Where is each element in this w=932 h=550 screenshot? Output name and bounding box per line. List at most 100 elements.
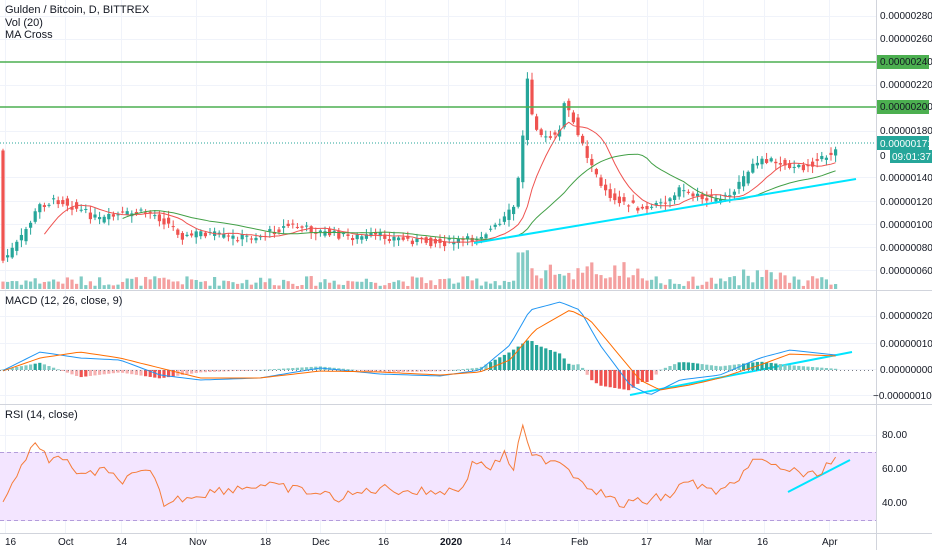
candle [1,150,5,261]
candle [424,237,428,243]
macd-hist-bar [654,370,658,375]
candle [111,214,115,217]
countdown-text: 09:01:37 [892,152,931,163]
candle [815,159,819,161]
candle [732,191,736,195]
macd-hist-bar [493,359,497,370]
volume-bar [364,278,368,289]
candle [696,193,700,197]
symbol-title[interactable]: Gulden / Bitcoin, D, BITTREX [5,4,150,16]
time-tick: Mar [695,537,713,548]
candle [88,212,92,220]
volume-legend[interactable]: Vol (20) [5,17,43,29]
candle [231,235,235,239]
price-tick: 0.00000260 [880,34,932,45]
candle [190,233,194,236]
plot-area[interactable] [0,0,876,533]
candle [774,161,778,164]
candle [456,238,460,244]
macd-hist-bar [19,366,23,370]
candle [157,214,161,222]
candle [645,206,649,210]
macd-hist-bar [397,370,401,373]
volume-bar [254,282,258,289]
candle [360,236,364,240]
candle [627,205,631,207]
candle [604,184,608,191]
macd-trendline[interactable] [629,351,853,396]
macd-hist-bar [79,370,83,378]
volume-bar [245,279,249,289]
macd-axis[interactable]: 0.00000020 0.00000010 0.00000000 −0.0000… [873,311,932,402]
candle [723,194,727,196]
candle [622,197,626,202]
macd-hist-bar [544,348,548,370]
candle [84,208,88,210]
price-trendline[interactable] [473,178,857,244]
volume-bar [604,278,608,289]
volume-bar [410,276,414,289]
macd-hist-bar [360,370,364,371]
macd-hist-bar [760,361,764,370]
rsi-axis[interactable]: 80.00 60.00 40.00 [882,430,907,509]
slow-ma-line [122,153,836,240]
volume-bar [102,285,106,289]
candle [144,212,148,214]
macd-hist-bar [268,369,272,371]
volume-bar [599,275,603,289]
candle [332,230,336,232]
fast-ma-line [44,121,836,243]
macd-hist-bar [102,370,106,375]
macd-hist-bar [383,370,387,373]
volume-bar [98,277,102,289]
macd-hist-bar [581,367,585,370]
macd-hist-bar [240,370,244,371]
volume-bar [797,279,801,289]
volume-bar [792,276,796,289]
macd-line [2,301,836,395]
volume-bar [585,266,589,289]
ma-cross-legend[interactable]: MA Cross [5,29,53,41]
macd-hist-bar [792,365,796,370]
rsi-trendline[interactable] [787,459,851,493]
volume-bar [305,276,309,289]
candle [42,205,46,207]
candle [38,204,42,213]
time-axis[interactable]: 16 Oct 14 Nov 18 Dec 16 2020 14 Feb 17 M… [5,537,838,548]
candle [33,211,37,222]
volume-bar [636,268,640,289]
volume-bar [374,282,378,289]
volume-bar [438,279,442,289]
volume-bar [834,284,838,289]
candle [56,200,60,205]
volume-bar [535,275,539,289]
volume-bar [617,275,621,289]
candle [236,240,240,242]
candle [102,216,106,223]
volume-bar [723,281,727,289]
rsi-legend[interactable]: RSI (14, close) [5,409,78,421]
candle [392,236,396,241]
candle [139,209,143,211]
macd-hist-bar [788,365,792,370]
macd-hist-bar [783,364,787,370]
volume-bar [571,279,575,289]
volume-bar [236,283,240,289]
volume-bar [567,272,571,289]
volume-bar [594,274,598,289]
macd-legend[interactable]: MACD (12, 26, close, 9) [5,295,122,307]
price-axis[interactable]: 0.00000280 0.00000260 0.00000220 0.00000… [877,11,932,277]
volume-bar [29,281,33,289]
volume-bar [10,281,14,289]
candle [410,240,414,245]
macd-hist-bar [732,364,736,370]
macd-hist-bar [539,346,543,370]
macd-hist-bar [594,370,598,384]
volume-bar [19,284,23,289]
candle [415,238,419,243]
candle [383,235,387,239]
candle [691,193,695,197]
time-tick: 14 [116,537,128,548]
macd-hist-bar [613,370,617,388]
